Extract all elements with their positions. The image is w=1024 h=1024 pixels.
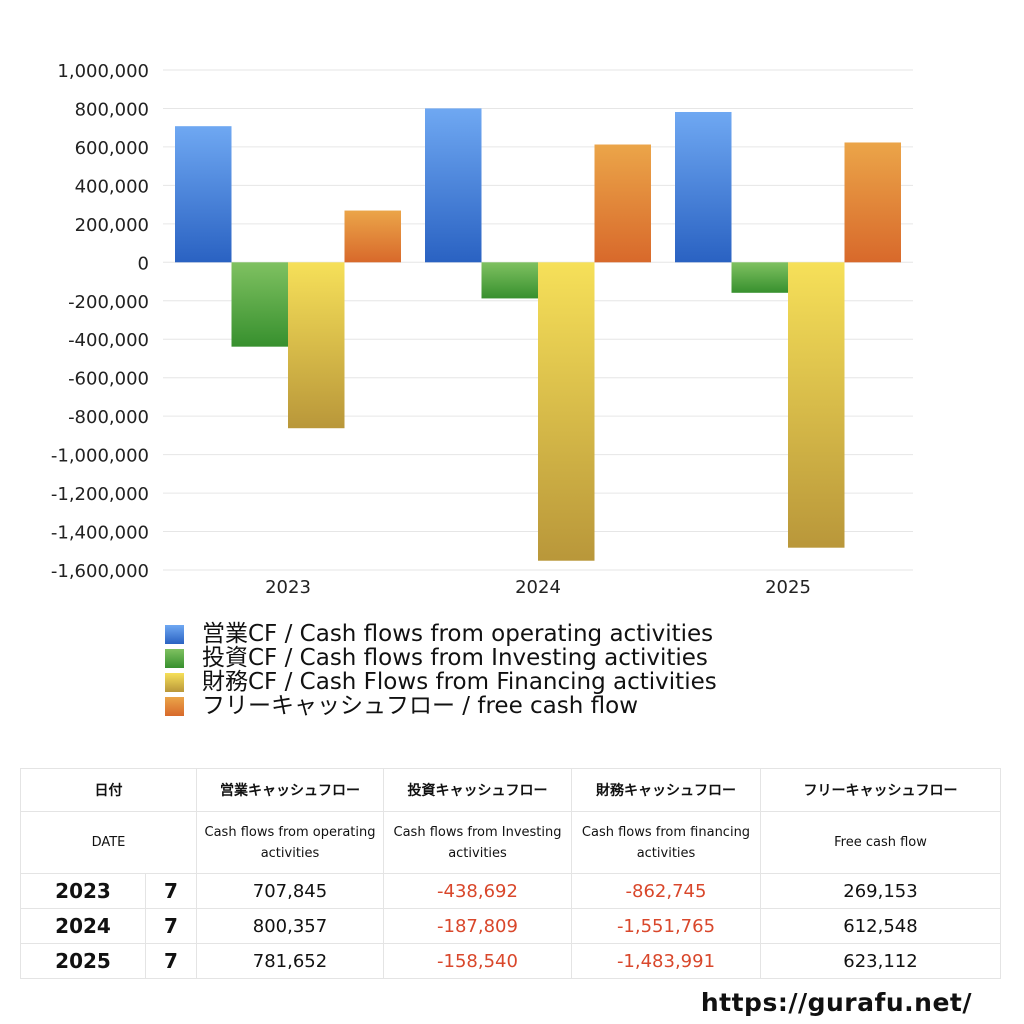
bar-operating-2023 — [175, 126, 232, 263]
bar-operating-2024 — [425, 108, 482, 263]
legend-label-free: フリーキャッシュフロー / free cash flow — [202, 693, 639, 719]
bar-investing-2023 — [231, 262, 288, 347]
cell-investing: -438,692 — [383, 873, 572, 909]
bar-financing-2025 — [788, 262, 845, 548]
header-operating-ja: 営業キャッシュフロー — [196, 768, 384, 812]
y-tick-label: -200,000 — [68, 292, 149, 313]
y-tick-label: 0 — [138, 253, 149, 274]
legend-item-financing: 財務CF / Cash Flows from Financing activit… — [165, 670, 717, 694]
y-tick-label: 600,000 — [75, 138, 149, 159]
bar-investing-2024 — [481, 262, 538, 299]
header-financing-en: Cash flows from financing activities — [571, 811, 761, 874]
legend-label-investing: 投資CF / Cash flows from Investing activit… — [202, 645, 708, 671]
header-investing-ja: 投資キャッシュフロー — [383, 768, 572, 812]
legend-swatch-operating — [165, 624, 184, 644]
cell-financing: -1,483,991 — [571, 943, 761, 979]
legend-item-investing: 投資CF / Cash flows from Investing activit… — [165, 646, 717, 670]
y-tick-label: -1,400,000 — [51, 523, 149, 544]
bar-free-2024 — [594, 144, 651, 263]
legend-swatch-investing — [165, 648, 184, 668]
y-tick-label: 1,000,000 — [57, 61, 149, 82]
cash-flow-bar-chart: 1,000,000 800,000 600,000 400,000 200,000 0 -2… — [51, 61, 913, 598]
cell-financing: -1,551,765 — [571, 908, 761, 944]
bar-financing-2024 — [538, 262, 595, 561]
table-header-en: DATE Cash flows from operating activitie… — [20, 811, 1001, 874]
x-tick-label: 2023 — [265, 577, 311, 598]
cell-free: 269,153 — [760, 873, 1001, 909]
cell-operating: 707,845 — [196, 873, 384, 909]
row-year: 2025 — [20, 943, 146, 979]
cash-flow-table: 日付 営業キャッシュフロー 投資キャッシュフロー 財務キャッシュフロー フリーキ… — [20, 768, 1001, 979]
cell-operating: 781,652 — [196, 943, 384, 979]
chart-legend: 営業CF / Cash flows from operating activit… — [165, 622, 717, 718]
legend-swatch-free — [165, 696, 184, 716]
row-month: 7 — [145, 908, 197, 944]
bar-free-2025 — [844, 142, 901, 263]
table-row: 2025 7 781,652 -158,540 -1,483,991 623,1… — [20, 943, 1001, 979]
cell-free: 623,112 — [760, 943, 1001, 979]
y-tick-label: -600,000 — [68, 369, 149, 390]
header-date-en: DATE — [20, 811, 197, 874]
header-financing-ja: 財務キャッシュフロー — [571, 768, 761, 812]
cell-free: 612,548 — [760, 908, 1001, 944]
header-free-ja: フリーキャッシュフロー — [760, 768, 1001, 812]
bar-financing-2023 — [288, 262, 345, 429]
y-tick-label: -1,600,000 — [51, 561, 149, 582]
legend-swatch-financing — [165, 672, 184, 692]
cell-operating: 800,357 — [196, 908, 384, 944]
row-month: 7 — [145, 873, 197, 909]
y-axis-tick-labels: 1,000,000 800,000 600,000 400,000 200,000 0 -2… — [51, 61, 149, 582]
bars — [175, 108, 901, 561]
bar-investing-2025 — [731, 262, 788, 293]
y-tick-label: 400,000 — [75, 176, 149, 197]
y-tick-label: 800,000 — [75, 99, 149, 120]
x-axis-tick-labels: 2023 2024 2025 — [265, 577, 811, 598]
bar-operating-2025 — [675, 111, 732, 263]
table-header-ja: 日付 営業キャッシュフロー 投資キャッシュフロー 財務キャッシュフロー フリーキ… — [20, 768, 1001, 812]
header-free-en: Free cash flow — [760, 811, 1001, 874]
x-tick-label: 2025 — [765, 577, 811, 598]
row-month: 7 — [145, 943, 197, 979]
source-credit: https://gurafu.net/ — [700, 988, 972, 1017]
row-year: 2023 — [20, 873, 146, 909]
y-tick-label: -800,000 — [68, 407, 149, 428]
bar-free-2023 — [344, 210, 401, 263]
legend-label-financing: 財務CF / Cash Flows from Financing activit… — [202, 669, 717, 695]
y-tick-label: -400,000 — [68, 330, 149, 351]
cell-investing: -187,809 — [383, 908, 572, 944]
header-date-ja: 日付 — [20, 768, 197, 812]
y-tick-label: 200,000 — [75, 215, 149, 236]
x-tick-label: 2024 — [515, 577, 561, 598]
y-tick-label: -1,000,000 — [51, 446, 149, 467]
cell-investing: -158,540 — [383, 943, 572, 979]
header-operating-en: Cash flows from operating activities — [196, 811, 384, 874]
header-investing-en: Cash flows from Investing activities — [383, 811, 572, 874]
legend-item-free: フリーキャッシュフロー / free cash flow — [165, 694, 717, 718]
legend-item-operating: 営業CF / Cash flows from operating activit… — [165, 622, 717, 646]
cell-financing: -862,745 — [571, 873, 761, 909]
table-row: 2023 7 707,845 -438,692 -862,745 269,153 — [20, 873, 1001, 909]
y-tick-label: -1,200,000 — [51, 484, 149, 505]
row-year: 2024 — [20, 908, 146, 944]
table-row: 2024 7 800,357 -187,809 -1,551,765 612,5… — [20, 908, 1001, 944]
legend-label-operating: 営業CF / Cash flows from operating activit… — [202, 621, 714, 647]
